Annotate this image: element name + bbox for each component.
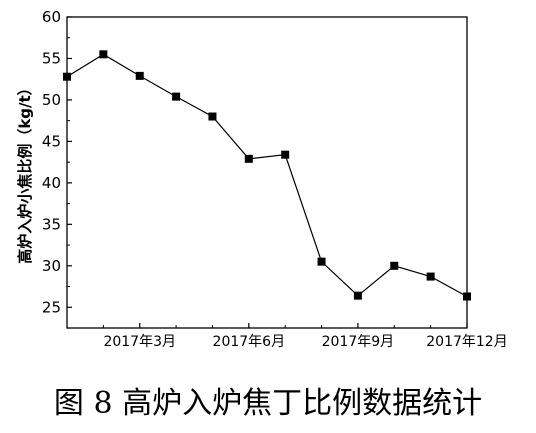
data-point (390, 261, 399, 270)
y-tick-label: 35 (42, 215, 61, 233)
data-point (208, 112, 217, 121)
y-tick-label: 45 (42, 132, 61, 150)
data-point (99, 50, 108, 59)
data-point (353, 291, 362, 300)
data-point (463, 292, 471, 301)
data-point (281, 150, 290, 159)
x-tick-label: 2017年9月 (322, 334, 395, 350)
y-tick-label: 60 (42, 8, 61, 26)
data-point (172, 92, 181, 101)
x-tick-label: 2017年12月 (426, 334, 507, 350)
data-point (317, 257, 326, 266)
series-markers (63, 50, 471, 301)
data-point (135, 71, 144, 80)
y-axis-label: 高炉入炉小焦比例（kg/t） (16, 80, 34, 263)
x-tick-label: 2017年6月 (213, 334, 286, 350)
series-line (66, 53, 468, 298)
y-axis: 25 30 35 40 45 50 55 60 (42, 8, 72, 329)
x-tick-label: 2017年3月 (103, 334, 176, 350)
data-point (63, 72, 71, 81)
y-tick-label: 25 (42, 298, 61, 316)
data-point (244, 154, 253, 163)
y-tick-label: 55 (42, 49, 61, 67)
y-tick-label: 30 (42, 257, 61, 275)
figure-caption: 图 8 高炉入炉焦丁比例数据统计 (53, 386, 483, 421)
y-tick-label: 50 (42, 91, 61, 109)
y-tick-label: 40 (42, 174, 61, 192)
plot-area (66, 16, 468, 329)
x-axis: 2017年3月 2017年6月 2017年9月 2017年12月 (66, 323, 508, 350)
data-point (426, 272, 435, 281)
